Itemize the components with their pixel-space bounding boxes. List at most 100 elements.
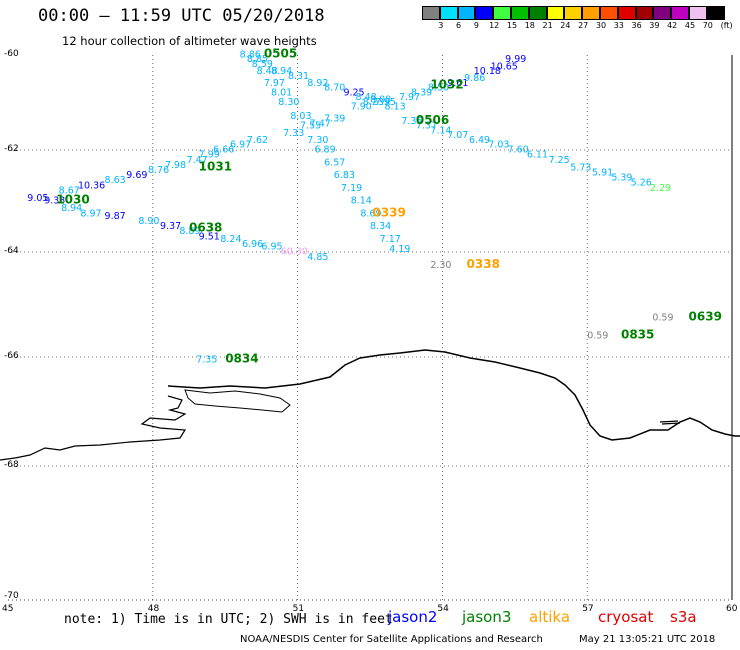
color-scale-label: 36 xyxy=(631,21,642,30)
swh-value-label: 0.59 xyxy=(587,331,608,342)
color-scale-label: 33 xyxy=(613,21,624,30)
satellite-cryosat: cryosat xyxy=(598,608,654,626)
swh-value-label: 10.65 xyxy=(491,61,518,72)
swh-value-label: 8.59 xyxy=(252,59,273,70)
swh-value-label: 8.24 xyxy=(220,234,241,245)
color-scale-label: 15 xyxy=(506,21,518,30)
coastline-west xyxy=(0,395,187,461)
color-scale-swatch xyxy=(582,6,600,20)
page-subtitle: 12 hour collection of altimeter wave hei… xyxy=(62,34,317,48)
coastline-inlet xyxy=(184,389,291,413)
swh-value-label: 8.89 xyxy=(179,226,200,237)
swh-value-label: 8.50 xyxy=(428,83,449,94)
color-scale-swatch xyxy=(564,6,583,20)
color-scale-swatch xyxy=(600,6,618,20)
x-tick-label: 60 xyxy=(726,604,738,614)
color-scale-swatch xyxy=(457,6,476,20)
footer-note: note: 1) Time is in UTC; 2) SWH is in fe… xyxy=(64,612,393,627)
swh-value-label: 2.29 xyxy=(650,183,671,194)
pass-time-label: 0638 xyxy=(189,221,222,235)
color-scale-unit: (ft) xyxy=(720,21,733,30)
swh-value-label: 6.95 xyxy=(261,241,282,252)
swh-value-label: 8.48 xyxy=(257,66,278,77)
swh-value-label: 7.60 xyxy=(508,145,529,156)
timestamp-text: May 21 13:05:21 UTC 2018 xyxy=(579,634,716,645)
pass-time-label: 1031 xyxy=(199,159,232,173)
swh-value-label: 60.30 xyxy=(281,247,308,258)
color-scale-swatch xyxy=(635,6,654,20)
swh-value-label: 8.01 xyxy=(271,87,292,98)
swh-value-label: 8.90 xyxy=(138,216,159,227)
swh-value-label: 10.36 xyxy=(78,180,105,191)
pass-time-label: 1032 xyxy=(430,77,463,91)
color-scale-label: 42 xyxy=(667,21,678,30)
swh-value-label: 7.39 xyxy=(324,114,345,125)
swh-value-label: 9.87 xyxy=(105,211,126,222)
swh-value-label: 8.94 xyxy=(271,66,292,77)
map-grid xyxy=(8,55,733,601)
swh-value-label: 6.66 xyxy=(213,145,234,156)
pass-time-label: 0835 xyxy=(621,328,654,342)
swh-value-label: 8.08 xyxy=(370,95,391,106)
color-scale-label: 27 xyxy=(578,21,589,30)
swh-value-label: 9.51 xyxy=(199,231,220,242)
y-tick-label: -66 xyxy=(4,351,19,361)
swh-value-label: 7.17 xyxy=(380,234,401,245)
swh-value-label: 8.48 xyxy=(356,92,377,103)
color-scale-label: 3 xyxy=(438,21,444,30)
swh-value-label: 8.76 xyxy=(148,165,169,176)
y-tick-label: -64 xyxy=(4,246,19,256)
swh-value-label: 9.99 xyxy=(505,54,526,65)
color-scale-swatch xyxy=(528,6,547,20)
swh-value-label: 6.57 xyxy=(324,157,345,168)
pass-time-label: 0834 xyxy=(225,351,258,365)
color-scale-label: 39 xyxy=(649,21,660,30)
swh-value-label: 8.31 xyxy=(288,71,309,82)
swh-value-label: 2.30 xyxy=(430,260,451,271)
swh-value-label: 7.62 xyxy=(247,135,268,146)
swh-value-label: 8.86 xyxy=(240,49,261,60)
swh-value-label: 9.37 xyxy=(160,221,181,232)
swh-value-label: 8.14 xyxy=(351,196,372,207)
swh-value-label: 6.89 xyxy=(314,145,335,156)
y-tick-label: -60 xyxy=(4,49,19,59)
swh-value-label: 7.98 xyxy=(165,160,186,171)
color-scale-label: 24 xyxy=(560,21,571,30)
satellite-altika: altika xyxy=(529,608,571,626)
swh-value-label: 7.14 xyxy=(430,125,451,136)
swh-value-label: 7.30 xyxy=(307,135,328,146)
x-tick-label: 48 xyxy=(147,604,160,614)
swh-value-label: 9.05 xyxy=(27,193,48,204)
swh-value-label: 9.86 xyxy=(464,73,485,84)
color-scale-swatch xyxy=(546,6,565,20)
swh-value-label: 8.30 xyxy=(278,97,299,108)
x-tick-label: 54 xyxy=(437,604,449,614)
swh-value-label: 7.37 xyxy=(416,121,437,132)
swh-value-label: 7.03 xyxy=(488,140,509,151)
swh-value-label: 7.35 xyxy=(401,116,422,127)
color-scale-label: 45 xyxy=(684,21,696,30)
swh-value-label: 6.96 xyxy=(242,239,263,250)
swh-value-label: 7.55 xyxy=(300,121,321,132)
swh-value-label: 10.18 xyxy=(474,66,501,77)
color-scale-swatch xyxy=(653,6,672,20)
swh-value-label: 6.83 xyxy=(334,170,355,181)
y-tick-label: -68 xyxy=(4,460,19,470)
swh-value-label: 8.67 xyxy=(59,185,80,196)
color-scale-label: 21 xyxy=(542,21,553,30)
swh-value-label: 7.99 xyxy=(199,150,220,161)
swh-value-label: 8.03 xyxy=(290,111,311,122)
color-scale-label: 30 xyxy=(595,21,607,30)
satellite-s3a: s3a xyxy=(670,608,697,626)
pass-time-label: 0506 xyxy=(416,113,449,127)
color-scale-label: 70 xyxy=(702,21,713,30)
color-scale-label: 9 xyxy=(473,21,479,30)
swh-value-label: 6.97 xyxy=(230,140,251,151)
satellite-jason3: jason3 xyxy=(462,608,512,626)
swh-value-label: 7.90 xyxy=(351,102,372,113)
pass-time-label: 0505 xyxy=(264,46,297,60)
color-scale-swatch xyxy=(511,6,529,20)
swh-value-label: 5.26 xyxy=(631,178,652,189)
x-tick-label: 51 xyxy=(292,604,305,614)
